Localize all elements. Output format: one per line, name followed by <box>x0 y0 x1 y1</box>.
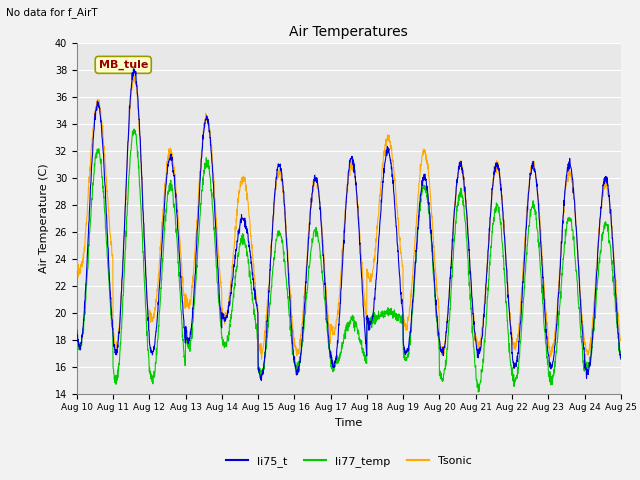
Legend: li75_t, li77_temp, Tsonic: li75_t, li77_temp, Tsonic <box>221 452 476 471</box>
Y-axis label: Air Temperature (C): Air Temperature (C) <box>39 164 49 273</box>
Text: MB_tule: MB_tule <box>99 60 148 70</box>
Title: Air Temperatures: Air Temperatures <box>289 25 408 39</box>
X-axis label: Time: Time <box>335 418 362 428</box>
Text: No data for f_AirT: No data for f_AirT <box>6 7 98 18</box>
